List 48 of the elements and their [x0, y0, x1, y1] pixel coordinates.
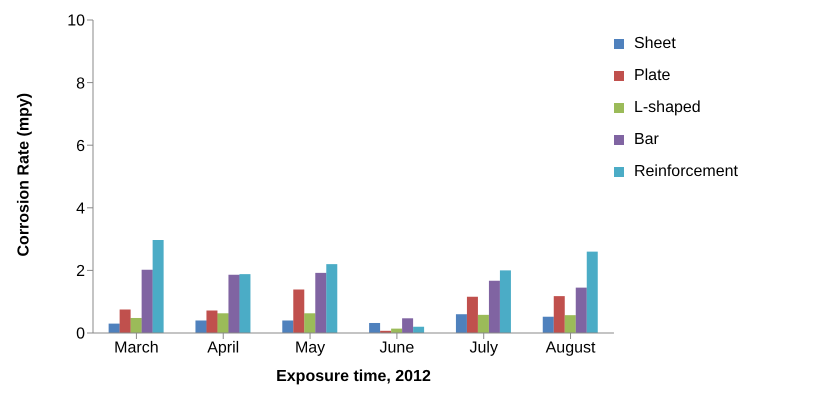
x-tick-label: April — [207, 339, 240, 356]
bar — [478, 314, 489, 333]
legend-label: Sheet — [634, 34, 676, 54]
y-tick-label: 2 — [76, 263, 86, 280]
bar — [586, 252, 598, 333]
bar — [304, 313, 316, 333]
bar — [228, 274, 240, 333]
y-tick-label: 4 — [76, 200, 86, 218]
legend-label: L-shaped — [634, 98, 701, 118]
bar — [152, 240, 164, 333]
bar — [369, 322, 380, 333]
bar — [142, 270, 153, 333]
bar — [293, 289, 304, 333]
bar — [108, 324, 120, 333]
x-tick-label: June — [380, 339, 414, 356]
y-tick-label: 6 — [76, 138, 86, 155]
bar — [326, 264, 338, 333]
bar — [391, 328, 402, 333]
bar — [456, 314, 467, 333]
bar — [195, 320, 206, 333]
legend-label: Plate — [634, 66, 670, 86]
bar — [554, 296, 565, 333]
x-tick-label: May — [294, 339, 326, 356]
bar — [564, 315, 576, 333]
y-tick-label: 0 — [76, 326, 86, 343]
bar — [500, 270, 511, 333]
bar — [466, 296, 478, 333]
bar — [576, 288, 587, 333]
y-tick-label: 10 — [67, 12, 86, 30]
bar — [402, 318, 414, 333]
bar — [217, 313, 228, 333]
bar — [282, 320, 294, 333]
bar — [315, 272, 326, 333]
y-tick-label: 8 — [76, 75, 86, 92]
bar — [206, 310, 218, 333]
x-tick-label: March — [114, 339, 159, 356]
legend-label: Reinforcement — [634, 162, 738, 182]
legend-label: Bar — [634, 130, 659, 150]
x-tick-label: July — [469, 339, 498, 356]
x-axis-title: Exposure time, 2012 — [276, 368, 431, 385]
bar — [130, 318, 142, 333]
bar — [413, 326, 424, 333]
bar — [488, 280, 500, 333]
y-axis-title: Corrosion Rate (mpy) — [16, 92, 33, 256]
x-tick-label: August — [546, 339, 596, 356]
bar — [542, 316, 554, 333]
bar — [239, 274, 250, 333]
bar — [120, 310, 131, 333]
